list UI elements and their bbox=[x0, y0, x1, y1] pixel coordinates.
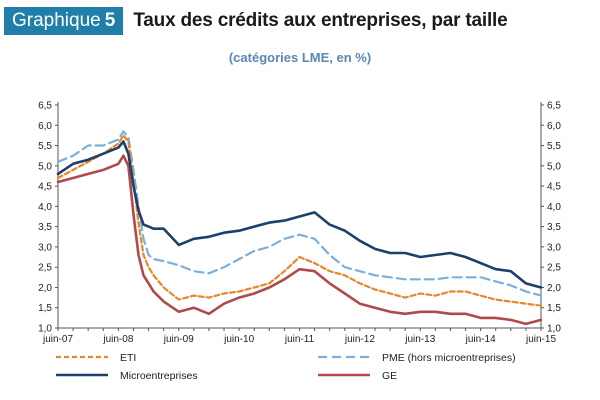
x-tick-label: juin-13 bbox=[404, 334, 435, 345]
y-tick-label-right: 2,0 bbox=[547, 283, 561, 294]
y-tick-label-right: 3,5 bbox=[547, 222, 561, 233]
x-tick-label: juin-11 bbox=[284, 334, 315, 345]
y-tick-label-left: 2,5 bbox=[38, 263, 52, 274]
y-tick-label-right: 2,5 bbox=[547, 263, 561, 274]
y-tick-label-right: 3,0 bbox=[547, 242, 561, 253]
y-tick-label-left: 4,5 bbox=[38, 182, 52, 193]
chart-lines bbox=[56, 130, 543, 326]
y-tick-label-left: 5,5 bbox=[38, 141, 52, 152]
figure-badge: Graphique 5 bbox=[4, 7, 124, 35]
x-tick-label: juin-10 bbox=[223, 334, 254, 345]
chart-axes: 1,0 1,0 1,5 1,5 2,0 2,0 2,5 2,5 3,0 3,0 3,5 3,5 4,0 4… bbox=[38, 101, 561, 346]
y-tick-label-left: 6,0 bbox=[38, 121, 52, 132]
y-tick-label-right: 6,5 bbox=[547, 101, 561, 112]
series-line-ge bbox=[56, 154, 543, 326]
y-tick-label-right: 1,5 bbox=[547, 303, 561, 314]
chart-subtitle: (catégories LME, en %) bbox=[228, 50, 372, 65]
y-tick-label-left: 2,0 bbox=[38, 283, 52, 294]
y-tick-label-right: 4,5 bbox=[547, 182, 561, 193]
x-tick-label: juin-12 bbox=[344, 334, 375, 345]
y-tick-label-right: 4,0 bbox=[547, 202, 561, 213]
x-tick-label: juin-08 bbox=[102, 334, 133, 345]
legend-label-microentreprises: Microentreprises bbox=[120, 370, 198, 382]
x-tick-label: juin-15 bbox=[525, 334, 556, 345]
y-tick-label-right: 1,0 bbox=[547, 324, 561, 335]
y-tick-label-left: 1,0 bbox=[38, 324, 52, 335]
x-tick-label: juin-14 bbox=[465, 334, 496, 345]
y-tick-label-left: 5,0 bbox=[38, 161, 52, 172]
y-tick-label-left: 3,0 bbox=[38, 242, 52, 253]
legend-label-pme-hors-microentreprises: PME (hors microentreprises) bbox=[382, 352, 516, 364]
y-tick-label-right: 5,5 bbox=[547, 141, 561, 152]
chart-header: Graphique 5 Taux des crédits aux entrepri… bbox=[4, 6, 508, 36]
legend-label-ge: GE bbox=[382, 370, 397, 382]
figure-badge-number: 5 bbox=[104, 10, 116, 31]
y-tick-label-left: 6,5 bbox=[38, 101, 52, 112]
series-line-microentreprises bbox=[56, 140, 543, 289]
y-tick-label-right: 5,0 bbox=[547, 161, 561, 172]
chart-legend: ETI PME (hors microentreprises) Microentre… bbox=[56, 352, 516, 382]
series-line-eti bbox=[56, 134, 543, 307]
y-tick-label-right: 6,0 bbox=[547, 121, 561, 132]
y-tick-label-left: 4,0 bbox=[38, 202, 52, 213]
figure-badge-label: Graphique bbox=[12, 10, 101, 31]
legend-label-eti: ETI bbox=[120, 352, 136, 364]
y-tick-label-left: 1,5 bbox=[38, 303, 52, 314]
x-tick-label: juin-07 bbox=[42, 334, 73, 345]
x-tick-label: juin-09 bbox=[163, 334, 194, 345]
y-tick-label-left: 3,5 bbox=[38, 222, 52, 233]
chart-title: Taux des crédits aux entreprises, par ta… bbox=[133, 10, 508, 31]
